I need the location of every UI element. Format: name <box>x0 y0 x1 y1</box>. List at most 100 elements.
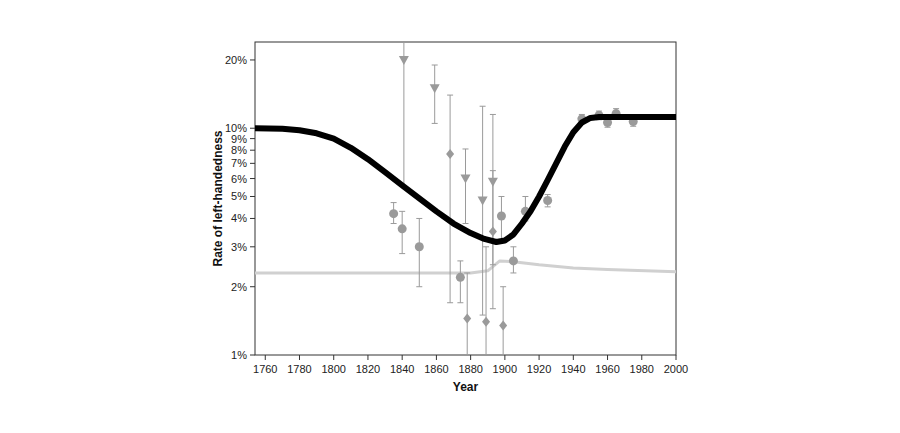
x-tick <box>367 355 368 360</box>
error-cap <box>432 65 438 66</box>
error-cap <box>490 170 496 171</box>
error-cap <box>416 218 422 219</box>
error-cap <box>483 355 489 356</box>
y-tick <box>250 128 255 129</box>
x-tick <box>641 355 642 360</box>
error-cap <box>500 355 506 356</box>
x-tick-label: 1840 <box>390 363 414 375</box>
x-tick-label: 1780 <box>287 363 311 375</box>
x-tick-label: 1980 <box>630 363 654 375</box>
error-cap <box>480 315 486 316</box>
y-tick <box>250 246 255 247</box>
y-tick <box>250 138 255 139</box>
x-tick <box>265 355 266 360</box>
diamond-marker <box>446 149 454 159</box>
error-cap <box>399 253 405 254</box>
y-tick <box>250 59 255 60</box>
error-cap <box>498 196 504 197</box>
circle-marker <box>509 256 518 265</box>
triangle-marker <box>461 175 471 184</box>
y-tick <box>250 218 255 219</box>
x-tick-label: 1820 <box>356 363 380 375</box>
diamond-marker <box>489 227 497 237</box>
diamond-marker <box>499 320 507 330</box>
circle-marker <box>456 273 465 282</box>
error-cap <box>457 302 463 303</box>
x-axis-label: Year <box>453 380 479 394</box>
error-cap <box>463 148 469 149</box>
error-bar <box>419 218 420 286</box>
x-tick-label: 1860 <box>424 363 448 375</box>
y-tick-label: 3% <box>231 241 247 253</box>
y-tick-label: 10% <box>225 122 247 134</box>
y-tick-label: 8% <box>231 144 247 156</box>
y-tick <box>250 163 255 164</box>
error-cap <box>545 194 551 195</box>
error-cap <box>447 95 453 96</box>
error-cap <box>447 302 453 303</box>
circle-marker <box>389 209 398 218</box>
chart: 1760178018001820184018601880190019201940… <box>0 0 900 433</box>
x-tick <box>676 355 677 360</box>
error-cap <box>510 272 516 273</box>
y-axis-label: Rate of left-handedness <box>211 130 225 266</box>
y-tick <box>250 196 255 197</box>
triangle-marker <box>430 84 440 93</box>
error-bar <box>434 65 435 123</box>
y-tick <box>250 150 255 151</box>
y-tick <box>250 178 255 179</box>
y-tick <box>250 286 255 287</box>
error-cap <box>399 211 405 212</box>
x-tick <box>402 355 403 360</box>
plot-frame <box>255 42 676 355</box>
y-tick-label: 7% <box>231 157 247 169</box>
error-cap <box>490 308 496 309</box>
error-cap <box>483 246 489 247</box>
x-tick-label: 1760 <box>253 363 277 375</box>
error-cap <box>391 202 397 203</box>
error-cap <box>416 286 422 287</box>
y-tick-label: 9% <box>231 133 247 145</box>
x-tick-label: 1940 <box>561 363 585 375</box>
x-tick-label: 1900 <box>493 363 517 375</box>
error-cap <box>457 260 463 261</box>
diamond-marker <box>463 313 471 323</box>
error-cap <box>464 355 470 356</box>
x-tick <box>333 355 334 360</box>
plot-area <box>255 42 676 355</box>
x-tick <box>299 355 300 360</box>
y-tick-label: 1% <box>231 349 247 361</box>
y-tick-label: 6% <box>231 173 247 185</box>
x-tick <box>607 355 608 360</box>
line <box>255 117 676 242</box>
error-cap <box>463 223 469 224</box>
circle-marker <box>398 224 407 233</box>
line <box>255 261 676 273</box>
error-cap <box>510 246 516 247</box>
error-cap <box>391 223 397 224</box>
x-tick-label: 1880 <box>458 363 482 375</box>
circle-marker <box>497 212 506 221</box>
x-tick <box>504 355 505 360</box>
error-bar <box>465 149 466 224</box>
error-cap <box>522 196 528 197</box>
x-tick <box>436 355 437 360</box>
x-tick <box>573 355 574 360</box>
y-tick-label: 4% <box>231 212 247 224</box>
x-tick <box>470 355 471 360</box>
error-cap <box>464 272 470 273</box>
x-tick-label: 1960 <box>595 363 619 375</box>
error-bar <box>482 106 483 315</box>
error-cap <box>480 106 486 107</box>
y-tick <box>250 355 255 356</box>
triangle-marker <box>399 56 409 65</box>
error-cap <box>500 286 506 287</box>
x-tick-label: 2000 <box>664 363 688 375</box>
error-bar <box>450 95 451 303</box>
circle-marker <box>543 196 552 205</box>
diamond-marker <box>482 317 490 327</box>
triangle-marker <box>478 197 488 206</box>
error-cap <box>432 123 438 124</box>
y-tick-label: 5% <box>231 190 247 202</box>
x-tick-label: 1800 <box>321 363 345 375</box>
